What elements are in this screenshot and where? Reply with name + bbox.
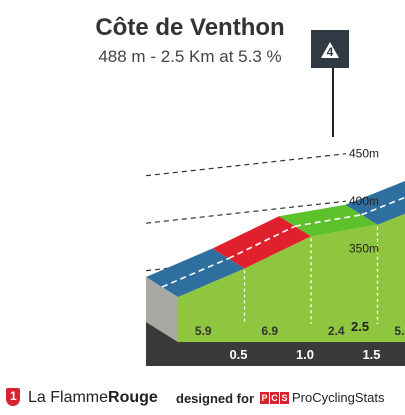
altitude-label: 400m — [349, 194, 379, 208]
stripe-dash — [228, 225, 296, 260]
pcs-letter: P — [260, 392, 269, 404]
flamme-rouge-icon: 1 — [6, 388, 20, 406]
altitude-label: 450m — [349, 147, 379, 161]
category-flag: 4 — [311, 30, 349, 137]
elevation-profile-chart: 4 5.96.92.45.65.8 0.51.01.52.02.5 350m40… — [145, 30, 405, 366]
km-axis: 0.51.01.52.02.5 — [146, 319, 405, 366]
pcs-letter: S — [280, 392, 289, 404]
stripe-dash — [361, 196, 405, 216]
altitude-labels: 350m 400m 450m — [349, 147, 379, 256]
gradient-stripe — [345, 180, 405, 225]
footer: 1 La FlammeRouge designed for P C S ProC… — [0, 386, 405, 412]
profile-side-face — [146, 277, 178, 342]
altitude-label: 350m — [349, 242, 379, 256]
header-title: Côte de Venthon — [95, 14, 285, 41]
designed-for-label: designed for — [176, 391, 255, 406]
gradient-stripes — [146, 180, 405, 297]
gridline — [145, 153, 347, 177]
brand-prefix: La Flamme — [28, 389, 109, 406]
gradient-stripe — [146, 248, 245, 297]
km-label: 1.5 — [362, 347, 380, 362]
gradient-stripe — [212, 216, 311, 269]
profile-side — [146, 277, 178, 342]
profile-front — [178, 213, 405, 342]
category-number: 4 — [327, 45, 334, 59]
gradient-label: 5.6 — [394, 324, 405, 338]
mountain-icon — [321, 42, 339, 58]
stripe-dash — [161, 257, 229, 288]
km-label: 0.5 — [229, 347, 247, 362]
gridline — [145, 200, 347, 224]
pcs-name: ProCyclingStats — [292, 390, 385, 405]
gradient-labels: 5.96.92.45.65.8 — [195, 324, 405, 338]
brand-suffix: Rouge — [108, 389, 158, 406]
km-bar — [146, 322, 405, 366]
profile-body — [178, 213, 405, 342]
km-label: 1.0 — [296, 347, 314, 362]
pcs-letter: C — [270, 392, 279, 404]
pcs-logo-icon: P C S — [260, 392, 289, 404]
segment-dividers — [243, 226, 379, 324]
header-subtitle: 488 m - 2.5 Km at 5.3 % — [98, 47, 282, 66]
gradient-label: 5.9 — [195, 324, 212, 338]
stripe-dash — [294, 214, 362, 227]
brand-logo: La FlammeRouge — [28, 389, 158, 407]
gradient-label: 6.9 — [261, 324, 278, 338]
km-label: 2.5 — [351, 319, 369, 334]
gradient-label: 2.4 — [328, 324, 345, 338]
